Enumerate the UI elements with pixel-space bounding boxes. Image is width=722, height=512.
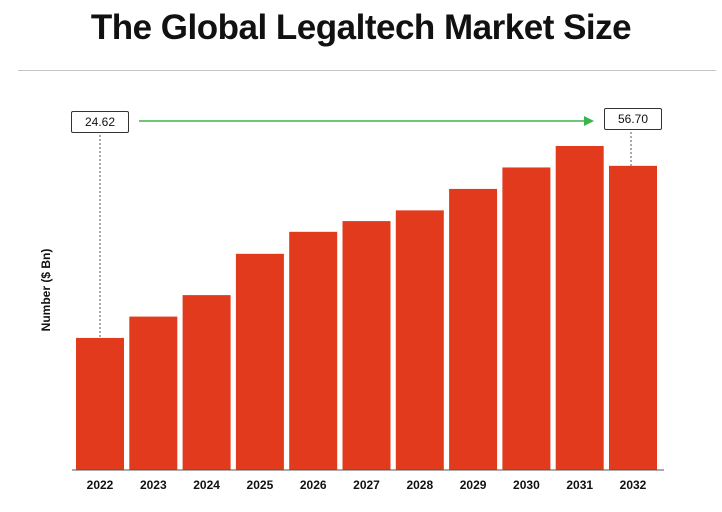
bar-2032 (609, 165, 657, 470)
bar-2031 (555, 146, 604, 470)
bar-2025 (235, 253, 284, 470)
bar-2026 (289, 231, 338, 470)
bar-2023 (129, 316, 178, 470)
growth-arrow-head (584, 116, 594, 126)
chart-title: The Global Legaltech Market Size (90, 8, 632, 47)
x-tick-label: 2029 (460, 478, 487, 492)
bar-2028 (395, 210, 444, 471)
x-tick-label: 2030 (513, 478, 540, 492)
x-tick-label: 2022 (87, 478, 114, 492)
bar-2027 (342, 221, 391, 470)
x-tick-label: 2025 (247, 478, 274, 492)
x-tick-label: 2027 (353, 478, 380, 492)
y-axis-label: Number ($ Bn) (39, 248, 53, 332)
start-value-callout: 24.62 (71, 111, 129, 133)
title-divider (18, 70, 716, 71)
x-tick-label: 2031 (566, 478, 593, 492)
bar-2030 (502, 167, 551, 470)
bar-2024 (182, 295, 231, 470)
bar-2022 (76, 337, 124, 470)
bar-2029 (449, 188, 498, 470)
x-tick-label: 2026 (300, 478, 327, 492)
end-value-callout: 56.70 (604, 108, 662, 130)
x-tick-label: 2032 (620, 478, 647, 492)
x-tick-label: 2023 (140, 478, 167, 492)
x-tick-label: 2028 (406, 478, 433, 492)
x-tick-label: 2024 (193, 478, 220, 492)
